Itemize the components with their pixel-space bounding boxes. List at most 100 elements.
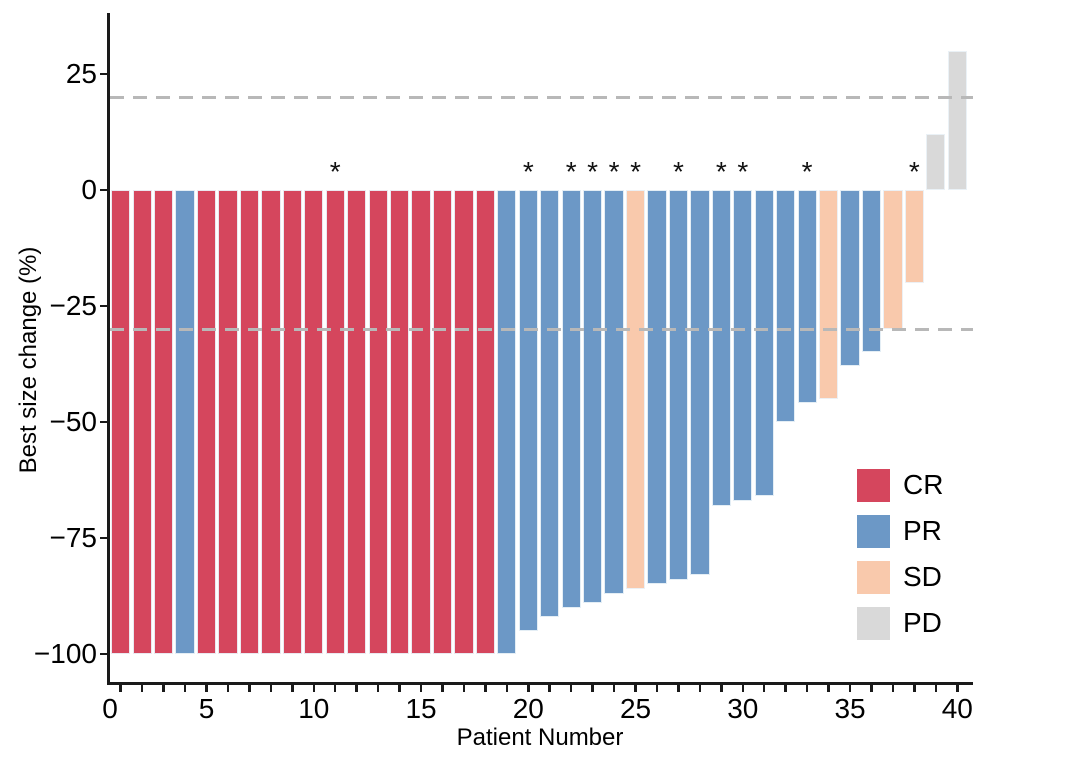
y-tick-label: −75 (49, 522, 98, 553)
x-tick (762, 684, 766, 692)
x-tick-label: 25 (619, 693, 652, 724)
bar-patient-10 (304, 190, 324, 654)
y-tick (99, 652, 107, 656)
x-tick (398, 684, 401, 692)
legend-item-cr: CR (857, 468, 943, 502)
bar-patient-29 (711, 190, 731, 506)
bar-patient-20 (518, 190, 538, 631)
x-tick (462, 684, 466, 692)
x-tick (226, 684, 230, 692)
bar-patient-34 (818, 190, 839, 399)
x-tick (162, 684, 165, 692)
x-tick (484, 684, 487, 692)
y-tick (99, 420, 107, 424)
x-tick (140, 684, 144, 692)
x-tick (312, 684, 316, 692)
x-tick-label: 20 (512, 693, 544, 724)
legend-label-sd: SD (903, 561, 942, 592)
legend-swatch-pd (857, 606, 890, 640)
bar-patient-8 (261, 190, 281, 654)
legend-label-pr: PR (903, 515, 942, 546)
x-tick (205, 684, 208, 692)
bar-patient-25 (625, 190, 646, 590)
x-tick (934, 684, 938, 692)
threshold-line-upper (110, 95, 973, 99)
bar-patient-9 (282, 190, 302, 654)
significance-asterisk: * (565, 156, 577, 187)
x-tick (720, 684, 723, 692)
bar-patient-4 (175, 190, 195, 654)
y-tick-label: −25 (49, 290, 98, 321)
bar-patient-19 (497, 190, 517, 654)
y-tick (99, 188, 107, 192)
bar-patient-1 (111, 190, 131, 654)
bar-patient-22 (561, 190, 581, 608)
bar-patient-30 (733, 190, 753, 501)
bar-patient-27 (668, 190, 689, 580)
x-tick (591, 684, 594, 692)
significance-asterisk: * (672, 156, 684, 187)
bar-patient-32 (776, 190, 796, 422)
x-axis-title: Patient Number (456, 724, 624, 751)
x-tick (333, 684, 337, 692)
x-tick (655, 684, 659, 692)
y-tick-label: 25 (65, 58, 97, 89)
legend-item-pr: PR (857, 514, 942, 548)
x-tick (548, 684, 551, 692)
legend-label-cr: CR (903, 469, 944, 500)
bar-patient-38 (904, 190, 924, 283)
x-tick (870, 684, 873, 692)
bar-patient-13 (368, 190, 388, 654)
x-tick (848, 684, 852, 692)
legend-swatch-sd (857, 560, 890, 594)
bar-patient-31 (754, 190, 774, 497)
x-tick (677, 684, 680, 692)
bar-patient-3 (154, 190, 174, 654)
x-tick-label: 0 (102, 693, 118, 724)
x-tick (612, 684, 616, 692)
x-tick (183, 684, 187, 692)
x-tick-label: 15 (405, 693, 437, 724)
x-tick (419, 684, 423, 692)
x-tick-label: 10 (298, 693, 330, 724)
bar-patient-24 (604, 190, 624, 594)
x-tick (441, 684, 444, 692)
x-tick (355, 684, 358, 692)
significance-asterisk: * (630, 156, 641, 187)
y-axis-title: Best size change (%) (15, 246, 42, 474)
bar-patient-2 (132, 190, 152, 654)
x-tick (119, 684, 122, 692)
legend-item-sd: SD (857, 560, 942, 594)
bar-patient-12 (347, 190, 367, 654)
y-tick-label: −100 (33, 638, 97, 669)
x-tick (269, 684, 273, 692)
x-tick (505, 684, 509, 692)
significance-asterisk: * (737, 156, 749, 187)
x-tick (805, 684, 809, 692)
x-tick-label: 5 (198, 693, 215, 724)
bar-patient-6 (218, 190, 238, 654)
x-tick-label: 30 (727, 693, 759, 724)
significance-asterisk: * (801, 156, 813, 187)
x-tick (376, 684, 380, 692)
x-tick (248, 684, 251, 692)
bar-patient-37 (883, 190, 903, 330)
threshold-line-lower (110, 327, 973, 331)
x-tick (569, 684, 573, 692)
y-tick-label: −50 (49, 406, 98, 437)
x-tick (956, 684, 959, 692)
bar-patient-7 (239, 190, 260, 654)
x-axis-line (106, 681, 973, 685)
legend-swatch-cr (857, 468, 890, 502)
bar-patient-11 (325, 190, 345, 654)
bar-patient-14 (389, 190, 410, 654)
x-tick (827, 684, 830, 692)
bar-patient-35 (840, 190, 860, 367)
y-axis-line (106, 13, 110, 685)
bar-patient-17 (454, 190, 474, 654)
legend-label-pd: PD (903, 607, 942, 638)
significance-asterisk: * (522, 156, 534, 187)
x-tick (784, 684, 787, 692)
